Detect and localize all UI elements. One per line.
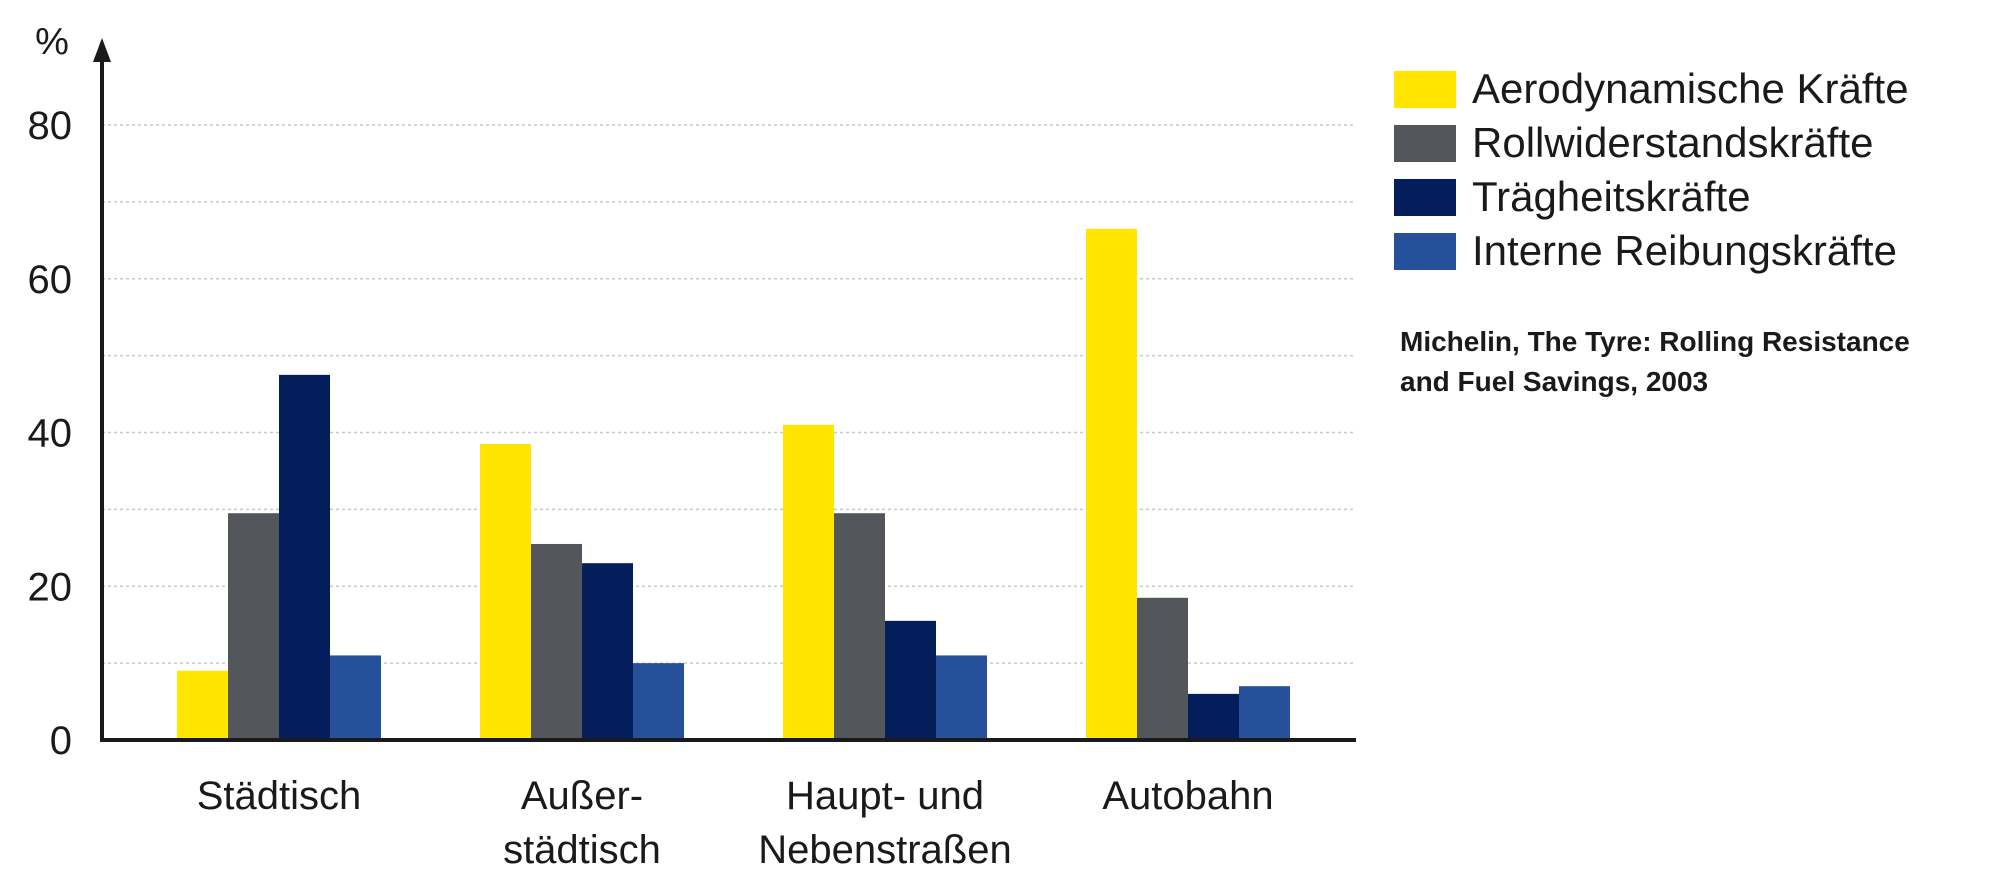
legend-item-aerodynamic: Aerodynamische Kräfte — [1394, 62, 1909, 116]
legend-swatch-rolling-resistance — [1394, 124, 1456, 162]
bar-2-cat-3 — [834, 513, 885, 740]
bar-1-cat-3 — [783, 424, 834, 740]
legend-item-inertia: Trägheitskräfte — [1394, 170, 1909, 224]
legend-item-internal-friction: Interne Reibungskräfte — [1394, 224, 1909, 278]
x-tick-label: städtisch — [503, 828, 661, 872]
legend-label-rolling-resistance: Rollwiderstandskräfte — [1472, 119, 1874, 166]
bar-3-cat-1 — [279, 374, 330, 740]
bar-1-cat-2 — [480, 444, 531, 740]
bar-1-cat-4 — [1086, 228, 1137, 740]
bar-2-cat-1 — [228, 513, 279, 740]
y-axis-arrow-icon — [93, 38, 111, 62]
bar-4-cat-1 — [330, 655, 381, 740]
x-tick-label: Städtisch — [197, 774, 362, 818]
y-tick-label: 20 — [28, 565, 73, 609]
bar-2-cat-4 — [1137, 597, 1188, 740]
bar-4-cat-2 — [633, 663, 684, 740]
x-tick-label: Außer- — [521, 774, 643, 818]
bar-2-cat-2 — [531, 543, 582, 740]
bar-4-cat-4 — [1239, 686, 1290, 740]
legend-swatch-aerodynamic — [1394, 70, 1456, 108]
y-tick-label: 40 — [28, 412, 73, 456]
source-line-1: Michelin, The Tyre: Rolling Resistance — [1400, 326, 1910, 357]
bar-3-cat-3 — [885, 620, 936, 740]
y-axis-label: % — [35, 21, 69, 63]
bar-3-cat-2 — [582, 563, 633, 740]
legend-swatch-internal-friction — [1394, 232, 1456, 270]
source-line-2: and Fuel Savings, 2003 — [1400, 366, 1709, 397]
legend: Aerodynamische Kräfte Rollwiderstandskrä… — [1394, 62, 1909, 278]
bar-4-cat-3 — [936, 655, 987, 740]
x-tick-label: Autobahn — [1102, 774, 1273, 818]
bar-chart: 0 20 40 60 80% Städtisch Außer-städtisch Haupt-… — [28, 21, 1356, 872]
y-tick-label: 0 — [50, 719, 72, 763]
legend-item-rolling-resistance: Rollwiderstandskräfte — [1394, 116, 1909, 170]
y-tick-label: 80 — [28, 104, 73, 148]
source-note: Michelin, The Tyre: Rolling Resistance a… — [1400, 322, 1910, 402]
legend-swatch-inertia — [1394, 178, 1456, 216]
x-tick-label: Haupt- und — [786, 774, 984, 818]
legend-label-aerodynamic: Aerodynamische Kräfte — [1472, 65, 1909, 112]
bar-1-cat-1 — [177, 670, 228, 740]
legend-label-inertia: Trägheitskräfte — [1472, 173, 1751, 220]
y-tick-label: 60 — [28, 258, 73, 302]
legend-label-internal-friction: Interne Reibungskräfte — [1472, 227, 1897, 274]
x-tick-label: Nebenstraßen — [758, 828, 1011, 872]
bar-3-cat-4 — [1188, 693, 1239, 740]
